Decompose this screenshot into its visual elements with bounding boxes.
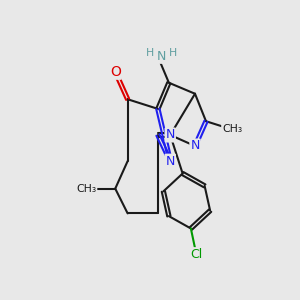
Text: N: N bbox=[166, 128, 175, 142]
Text: N: N bbox=[190, 140, 200, 152]
Text: N: N bbox=[166, 154, 175, 168]
Text: O: O bbox=[110, 65, 121, 79]
Text: H: H bbox=[146, 48, 154, 58]
Text: CH₃: CH₃ bbox=[76, 184, 96, 194]
Text: Cl: Cl bbox=[190, 248, 202, 261]
Text: CH₃: CH₃ bbox=[222, 124, 242, 134]
Text: N: N bbox=[157, 50, 166, 63]
Text: H: H bbox=[169, 48, 177, 58]
